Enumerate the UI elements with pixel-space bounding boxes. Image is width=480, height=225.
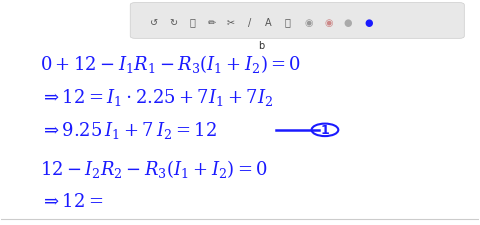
Text: ●: ● xyxy=(343,18,352,27)
Text: /: / xyxy=(248,18,251,27)
Text: ⬜: ⬜ xyxy=(285,18,291,27)
Text: $\Rightarrow 12 = I_1 \cdot 2.25 + 7I_1 + 7I_2$: $\Rightarrow 12 = I_1 \cdot 2.25 + 7I_1 … xyxy=(39,86,273,107)
Text: ↻: ↻ xyxy=(169,18,177,27)
FancyBboxPatch shape xyxy=(130,4,464,39)
Text: ◉: ◉ xyxy=(305,18,313,27)
Text: ✏: ✏ xyxy=(207,18,216,27)
Text: 1: 1 xyxy=(321,124,329,137)
Text: ⌕: ⌕ xyxy=(189,18,195,27)
Text: $\Rightarrow 12 =$: $\Rightarrow 12 =$ xyxy=(39,192,103,210)
Text: ◉: ◉ xyxy=(324,18,333,27)
Text: ●: ● xyxy=(365,18,373,27)
Text: $\Rightarrow 9.25\,I_1 + 7\,I_2 = 12$: $\Rightarrow 9.25\,I_1 + 7\,I_2 = 12$ xyxy=(39,120,216,141)
Text: A: A xyxy=(265,18,272,27)
Text: b: b xyxy=(258,41,264,51)
Text: $12 - I_2R_2 - R_3(I_1+I_2) = 0$: $12 - I_2R_2 - R_3(I_1+I_2) = 0$ xyxy=(39,157,267,179)
Text: $0 + 12 - I_1R_1 - R_3(I_1+I_2) = 0$: $0 + 12 - I_1R_1 - R_3(I_1+I_2) = 0$ xyxy=(39,53,301,74)
Text: ✂: ✂ xyxy=(227,18,235,27)
Text: ↺: ↺ xyxy=(150,18,158,27)
